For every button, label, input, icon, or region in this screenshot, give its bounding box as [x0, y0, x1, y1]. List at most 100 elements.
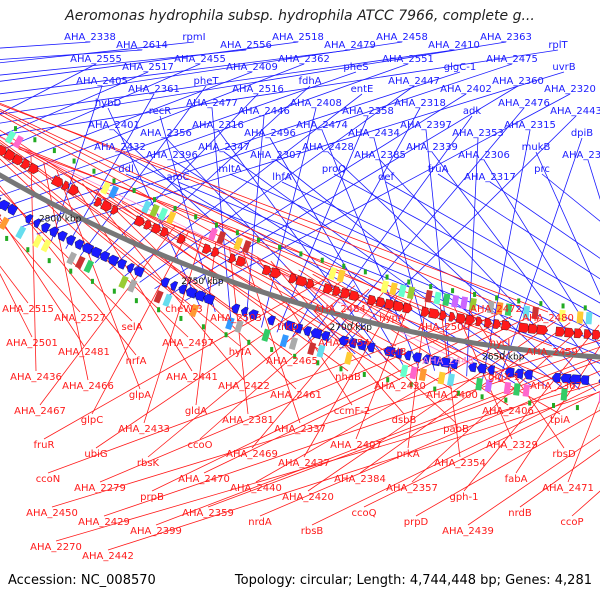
- gene-label-reverse[interactable]: AHA_2406: [482, 406, 534, 417]
- gene-label-reverse[interactable]: glpA: [129, 390, 151, 401]
- gene-label-forward[interactable]: rplT: [548, 40, 568, 51]
- gene-label-reverse[interactable]: ccoN: [36, 474, 61, 485]
- gene-label-reverse[interactable]: tpiA: [550, 415, 570, 426]
- gene-label-reverse[interactable]: AHA_2470: [178, 474, 230, 485]
- gene-label-reverse[interactable]: AHA_2480: [522, 313, 574, 324]
- gene-label-reverse[interactable]: glgX-1: [488, 372, 520, 383]
- gene-label-reverse[interactable]: ccoQ: [352, 508, 377, 519]
- gene-label-forward[interactable]: AHA_2555: [70, 54, 122, 65]
- gene-label-forward[interactable]: AHA_2551: [382, 54, 434, 65]
- gene-label-forward[interactable]: adk: [463, 106, 481, 117]
- gene-label-reverse[interactable]: nhaB: [335, 372, 361, 383]
- gene-label-forward[interactable]: AHA_2474: [296, 120, 348, 131]
- gene-label-forward[interactable]: AHA_2516: [232, 84, 284, 95]
- gene-label-reverse[interactable]: AHA_2471: [542, 483, 594, 494]
- gene-label-forward[interactable]: lhfA: [272, 172, 292, 183]
- gene-label-reverse[interactable]: AHA_2465: [266, 356, 318, 367]
- gene-label-reverse[interactable]: nrdB: [508, 508, 532, 519]
- gene-label-reverse[interactable]: AHA_2467: [14, 406, 66, 417]
- gene-label-forward[interactable]: AHA_2320: [544, 84, 596, 95]
- gene-label-reverse[interactable]: AHA_2466: [62, 381, 114, 392]
- gene-label-forward[interactable]: pheT: [194, 76, 220, 87]
- gene-label-forward[interactable]: AHA_2410: [428, 40, 480, 51]
- gene-label-reverse[interactable]: AHA_2433: [118, 424, 170, 435]
- gene-label-reverse[interactable]: AHA_2437: [278, 458, 330, 469]
- gene-label-forward[interactable]: glgC-1: [444, 62, 476, 73]
- gene-label-forward[interactable]: AHA_2476: [498, 98, 550, 109]
- gene-label-forward[interactable]: AHA_2353: [452, 128, 504, 139]
- gene-label-forward[interactable]: AHA_2408: [290, 98, 342, 109]
- gene-label-forward[interactable]: AHA_2362: [278, 54, 330, 65]
- gene-label-forward[interactable]: AHA_2345: [562, 150, 600, 161]
- gene-label-reverse[interactable]: AHA_2472: [470, 304, 522, 315]
- gene-label-reverse[interactable]: AHA_2527: [54, 313, 106, 324]
- gene-label-forward[interactable]: aroC: [166, 172, 189, 183]
- gene-label-reverse[interactable]: nrfA: [126, 356, 147, 367]
- gene-label-reverse[interactable]: cheW-3: [165, 304, 202, 315]
- gene-label-reverse[interactable]: fruR: [34, 440, 55, 451]
- gene-label-forward[interactable]: AHA_2315: [504, 120, 556, 131]
- gene-label-reverse[interactable]: AHA_2500: [418, 322, 470, 333]
- gene-label-forward[interactable]: AHA_2339: [406, 142, 458, 153]
- gene-label-reverse[interactable]: AHA_2442: [82, 551, 134, 562]
- gene-label-forward[interactable]: AHA_2477: [186, 98, 238, 109]
- gene-label-forward[interactable]: AHA_2455: [174, 54, 226, 65]
- gene-label-forward[interactable]: AHA_2347: [198, 142, 250, 153]
- gene-label-forward[interactable]: entE: [351, 84, 374, 95]
- gene-label-forward[interactable]: AHA_2385: [354, 150, 406, 161]
- gene-label-reverse[interactable]: hycI: [490, 338, 511, 349]
- gene-label-forward[interactable]: AHA_2361: [128, 84, 180, 95]
- gene-label-reverse[interactable]: AHA_2459: [526, 347, 578, 358]
- gene-label-forward[interactable]: rpmI: [182, 32, 205, 43]
- gene-label-forward[interactable]: AHA_2447: [388, 76, 440, 87]
- gene-label-reverse[interactable]: glpC: [81, 415, 103, 426]
- gene-label-reverse[interactable]: AHA_2497: [162, 338, 214, 349]
- gene-label-reverse[interactable]: AHA_2450: [26, 508, 78, 519]
- gene-label-reverse[interactable]: AHA_2381: [222, 415, 274, 426]
- gene-label-reverse[interactable]: AHA_2337: [274, 424, 326, 435]
- gene-label-reverse[interactable]: AHA_2448: [422, 356, 474, 367]
- gene-label-forward[interactable]: pheS: [343, 62, 368, 73]
- gene-label-forward[interactable]: AHA_2556: [220, 40, 272, 51]
- gene-label-reverse[interactable]: nrdA: [248, 517, 272, 528]
- gene-label-reverse[interactable]: trkD: [277, 322, 299, 333]
- gene-label-reverse[interactable]: AHA_2436: [10, 372, 62, 383]
- gene-label-forward[interactable]: AHA_2479: [324, 40, 376, 51]
- gene-label-reverse[interactable]: rbsB: [301, 526, 324, 537]
- gene-label-forward[interactable]: AHA_2338: [64, 32, 116, 43]
- gene-label-reverse[interactable]: hypA: [379, 313, 405, 324]
- gene-label-forward[interactable]: AHA_2397: [400, 120, 452, 131]
- gene-label-reverse[interactable]: ccoP: [560, 517, 583, 528]
- gene-label-reverse[interactable]: rbsD: [552, 449, 576, 460]
- gene-label-forward[interactable]: AHA_2306: [458, 150, 510, 161]
- gene-label-reverse[interactable]: hyfA: [229, 347, 252, 358]
- gene-label-reverse[interactable]: ccmF-2: [334, 406, 370, 417]
- gene-label-forward[interactable]: mltA: [218, 164, 241, 175]
- gene-label-reverse[interactable]: AHA_2354: [434, 458, 486, 469]
- gene-label-forward[interactable]: AHA_2318: [394, 98, 446, 109]
- gene-label-reverse[interactable]: AHA_2454: [318, 338, 370, 349]
- gene-label-reverse[interactable]: rbsK: [137, 458, 160, 469]
- gene-label-reverse[interactable]: ccoO: [188, 440, 213, 451]
- gene-label-forward[interactable]: dpiB: [571, 128, 593, 139]
- gene-label-forward[interactable]: AHA_2402: [440, 84, 492, 95]
- gene-label-forward[interactable]: AHA_2446: [238, 106, 290, 117]
- gene-label-reverse[interactable]: AHA_2359: [182, 508, 234, 519]
- gene-label-forward[interactable]: AHA_2307: [250, 150, 302, 161]
- gene-label-reverse[interactable]: AHA_2481: [58, 347, 110, 358]
- gene-label-reverse[interactable]: AHA_2399: [130, 526, 182, 537]
- gene-label-forward[interactable]: AHA_2409: [226, 62, 278, 73]
- gene-label-reverse[interactable]: AHA_2279: [74, 483, 126, 494]
- gene-label-reverse[interactable]: AHA_2439: [442, 526, 494, 537]
- gene-label-forward[interactable]: ddl: [118, 164, 133, 175]
- gene-label-reverse[interactable]: dsbB: [392, 415, 417, 426]
- gene-label-reverse[interactable]: AHA_2420: [282, 492, 334, 503]
- gene-label-reverse[interactable]: pabB: [443, 424, 469, 435]
- gene-label-reverse[interactable]: AHA_2469: [226, 449, 278, 460]
- gene-label-reverse[interactable]: prpB: [140, 492, 164, 503]
- gene-label-reverse[interactable]: AHA_2429: [78, 517, 130, 528]
- gene-label-reverse[interactable]: prpD: [404, 517, 429, 528]
- gene-label-reverse[interactable]: AHA_2367: [530, 381, 582, 392]
- gene-label-reverse[interactable]: AHA_2357: [386, 483, 438, 494]
- gene-label-forward[interactable]: AHA_2316: [192, 120, 244, 131]
